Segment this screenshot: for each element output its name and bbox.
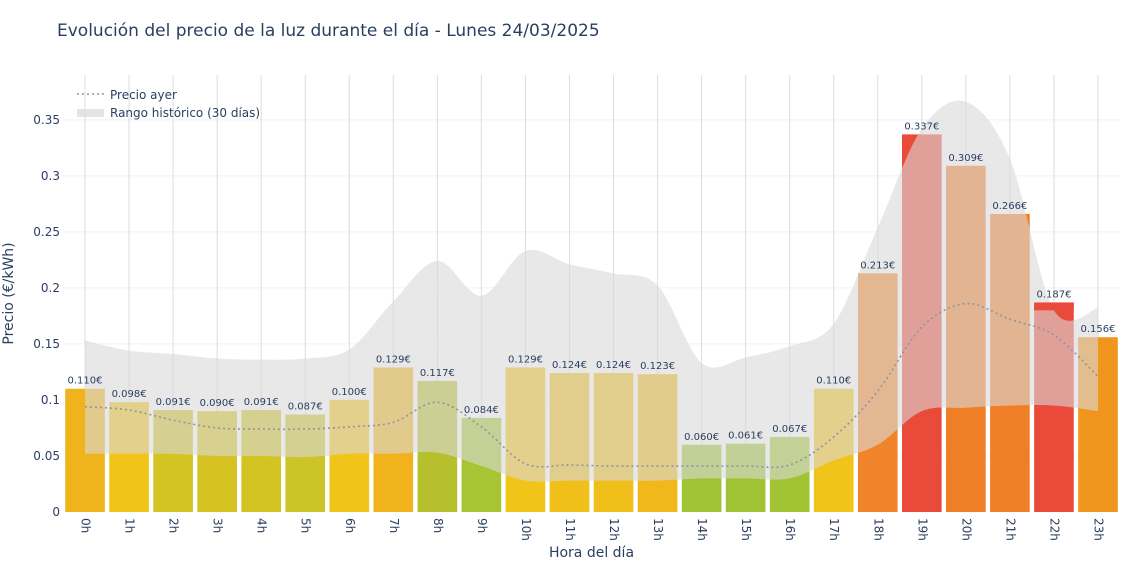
legend-swatch-range	[77, 109, 104, 117]
x-tick-label: 8h	[431, 518, 445, 533]
x-tick-label: 14h	[695, 518, 709, 541]
x-tick-label: 13h	[651, 518, 665, 541]
x-axis-title: Hora del día	[549, 545, 634, 561]
x-tick-label: 6h	[343, 518, 357, 533]
y-axis-title: Precio (€/kWh)	[1, 242, 17, 344]
x-tick-label: 12h	[607, 518, 621, 541]
y-tick-label: 0.15	[33, 337, 60, 351]
x-tick-label: 23h	[1091, 518, 1105, 541]
x-tick-label: 18h	[871, 518, 885, 541]
data-label: 0.129€	[508, 354, 543, 365]
data-label: 0.091€	[156, 397, 191, 408]
x-tick-label: 3h	[211, 518, 225, 533]
y-tick-label: 0.3	[41, 169, 60, 183]
x-tick-label: 5h	[299, 518, 313, 533]
x-tick-label: 15h	[739, 518, 753, 541]
x-tick-label: 10h	[519, 518, 533, 541]
y-tick-label: 0.05	[33, 449, 60, 463]
data-label: 0.067€	[772, 424, 807, 435]
y-tick-label: 0	[52, 505, 60, 519]
x-tick-label: 17h	[827, 518, 841, 541]
data-label: 0.110€	[68, 376, 103, 387]
data-label: 0.100€	[332, 387, 367, 398]
data-label: 0.124€	[596, 360, 631, 371]
data-label: 0.098€	[112, 389, 147, 400]
bar-top-22h	[1034, 302, 1074, 311]
y-tick-label: 0.2	[41, 281, 60, 295]
data-label: 0.213€	[860, 260, 895, 271]
x-tick-label: 11h	[563, 518, 577, 541]
x-tick-label: 16h	[783, 518, 797, 541]
data-label: 0.090€	[200, 398, 235, 409]
x-tick-label: 4h	[255, 518, 269, 533]
x-tick-label: 1h	[123, 518, 137, 533]
data-label: 0.110€	[816, 376, 851, 387]
data-label: 0.156€	[1080, 324, 1115, 335]
x-tick-label: 7h	[387, 518, 401, 533]
legend-label: Rango histórico (30 días)	[110, 106, 260, 120]
x-tick-label: 9h	[475, 518, 489, 533]
data-label: 0.123€	[640, 361, 675, 372]
y-tick-label: 0.35	[33, 113, 60, 127]
legend-label: Precio ayer	[110, 88, 177, 102]
x-tick-label: 2h	[167, 518, 181, 533]
data-label: 0.187€	[1036, 289, 1071, 300]
data-label: 0.060€	[684, 432, 719, 443]
yesterday-price-line	[84, 302, 1099, 469]
y-tick-label: 0.1	[41, 393, 60, 407]
y-tick-label: 0.25	[33, 225, 60, 239]
x-tick-label: 21h	[1003, 518, 1017, 541]
data-label: 0.091€	[244, 397, 279, 408]
data-label: 0.266€	[992, 201, 1027, 212]
x-tick-label: 20h	[959, 518, 973, 541]
data-label: 0.061€	[728, 431, 763, 442]
data-label: 0.084€	[464, 405, 499, 416]
data-label: 0.337€	[904, 121, 939, 132]
chart-title: Evolución del precio de la luz durante e…	[57, 21, 600, 41]
data-label: 0.309€	[948, 153, 983, 164]
x-tick-label: 19h	[915, 518, 929, 541]
data-label: 0.124€	[552, 360, 587, 371]
x-tick-label: 0h	[79, 518, 93, 533]
data-label: 0.129€	[376, 354, 411, 365]
data-label: 0.117€	[420, 368, 455, 379]
data-label: 0.087€	[288, 402, 323, 413]
x-tick-label: 22h	[1047, 518, 1061, 541]
historic-range-band	[85, 100, 1098, 482]
